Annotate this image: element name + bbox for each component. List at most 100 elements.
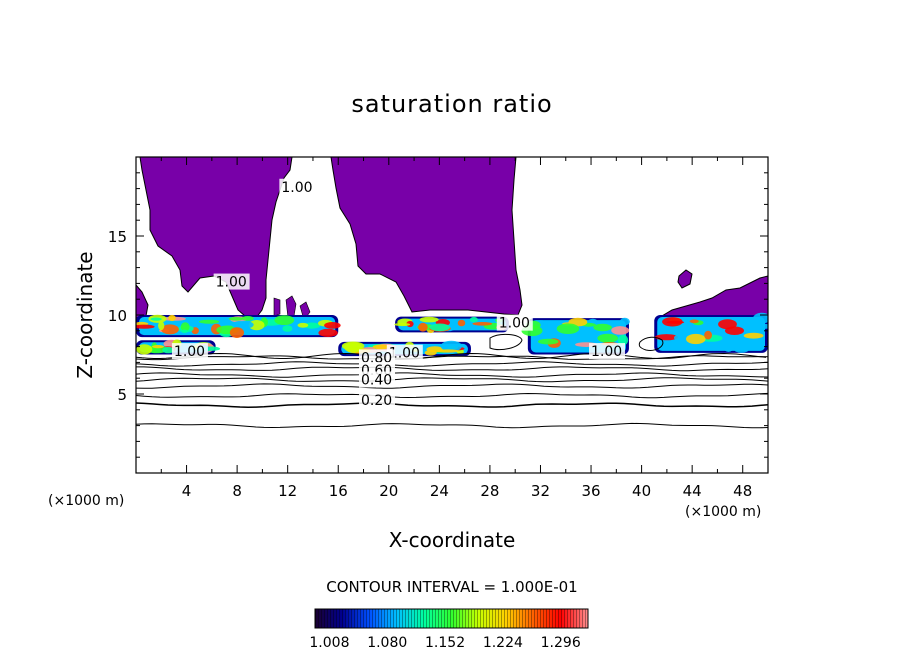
supersaturation-cell [674, 334, 686, 341]
colorbar-label: 1.080 [367, 635, 407, 651]
colorbar [314, 608, 589, 629]
supersaturation-cell [457, 319, 466, 327]
supersaturation-layers [136, 312, 768, 357]
x-axis-label: X-coordinate [389, 528, 516, 552]
supersaturation-cell [429, 323, 450, 332]
supersaturation-cell [150, 317, 162, 321]
contour-lines [136, 352, 768, 429]
supersaturation-cell [686, 333, 706, 345]
x-tick-label: 28 [480, 482, 499, 500]
contour-line [136, 372, 768, 378]
chart-title: saturation ratio [351, 90, 552, 118]
supersaturation-cell [588, 318, 598, 325]
supersaturation-cell [241, 316, 254, 321]
supersaturation-cell [436, 349, 460, 353]
small-contour-loop-2 [489, 333, 523, 351]
contour-label-bg [171, 343, 208, 360]
supersaturation-cell [297, 322, 309, 328]
saturated-region-left [139, 157, 293, 319]
contour-label-bg [358, 349, 395, 366]
contour-line [136, 402, 768, 408]
supersaturation-cell [161, 324, 179, 335]
supersaturation-cell [725, 326, 744, 336]
supersaturation-cell [406, 320, 414, 328]
colorbar-stripes [315, 609, 588, 628]
x-tick-label: 44 [683, 482, 702, 500]
colorbar-label: 1.296 [541, 635, 581, 651]
supersaturation-cell [324, 322, 341, 329]
contour-label: 1.00 [591, 344, 622, 360]
x-tick-label: 36 [581, 482, 600, 500]
y-axis-ticks: 5 10 15 [108, 172, 768, 458]
contour-label: 1.00 [174, 344, 205, 360]
supersaturation-cell [181, 329, 188, 334]
y-axis-label: Z-coordinate [73, 251, 97, 378]
supersaturation-cell [136, 344, 153, 355]
contour-label: 1.00 [281, 180, 312, 196]
contour-line-1-00 [136, 352, 767, 360]
x-tick-label: 12 [278, 482, 297, 500]
supersaturation-cell [344, 342, 363, 353]
supersaturation-cell [723, 342, 734, 352]
contour-label-bg [279, 178, 316, 195]
contour-label-bg [358, 392, 395, 409]
saturated-region-right-spot [677, 269, 693, 289]
x-tick-label: 32 [531, 482, 550, 500]
supersaturation-cell [318, 328, 338, 337]
supersaturation-cell [689, 319, 699, 324]
supersaturation-cell [228, 317, 244, 321]
colorbar-label: 1.224 [483, 635, 523, 651]
contour-labels: 1.001.001.00 1.001.001.000.800.600.400.20 [171, 178, 626, 409]
contour-line [136, 361, 768, 367]
y-tick-label: 10 [108, 307, 127, 325]
contour-interval-label: CONTOUR INTERVAL = 1.000E-01 [326, 578, 577, 596]
supersaturation-cell [734, 346, 749, 353]
supersaturation-cell [469, 316, 478, 323]
supersaturation-cell [394, 322, 411, 327]
x-unit-right: (×1000 m) [685, 504, 761, 520]
x-axis-ticks: 4 8 12 16 20 24 28 32 36 40 44 48 [160, 157, 752, 500]
y-tick-label: 15 [108, 228, 127, 246]
supersaturation-cell [162, 346, 175, 354]
supersaturation-cell [752, 323, 768, 329]
contour-label: 0.20 [361, 393, 392, 409]
contour-label: 1.00 [499, 316, 530, 332]
colorbar-label: 1.008 [309, 635, 349, 651]
saturated-region-center [330, 157, 523, 316]
x-tick-label: 20 [379, 482, 398, 500]
supersaturation-cell [274, 315, 295, 325]
contour-label-bg [496, 314, 533, 331]
x-tick-label: 24 [430, 482, 449, 500]
contour-label-bg [386, 344, 423, 361]
supersaturation-cell [418, 322, 428, 332]
supersaturation-cell [538, 338, 559, 345]
contour-label: 0.40 [361, 373, 392, 389]
supersaturation-cell [158, 321, 165, 331]
supersaturation-cell [248, 320, 265, 331]
supersaturation-cell [556, 323, 580, 335]
plot-area [136, 157, 768, 429]
contour-label: 1.00 [389, 346, 420, 362]
supersaturation-cell [372, 344, 389, 350]
supersaturation-cell [282, 325, 293, 332]
contour-line [136, 377, 768, 383]
supersaturation-cell [704, 330, 712, 340]
supersaturation-cell [611, 326, 630, 335]
contour-line [136, 392, 768, 399]
supersaturation-cell [440, 340, 462, 352]
supersaturation-cell [168, 314, 176, 322]
supersaturation-cell [597, 333, 618, 343]
contour-line [136, 422, 768, 429]
contour-label-bg [213, 273, 250, 290]
supersaturation-cell [593, 323, 612, 332]
supersaturation-cell [753, 312, 768, 324]
contour-label-bg [589, 343, 626, 360]
x-tick-label: 4 [182, 482, 192, 500]
contour-line [136, 366, 768, 372]
contour-label: 1.00 [216, 275, 247, 291]
y-tick-label: 5 [117, 386, 127, 404]
contour-line [136, 383, 768, 389]
x-tick-label: 40 [632, 482, 651, 500]
supersaturation-cell [199, 319, 220, 324]
